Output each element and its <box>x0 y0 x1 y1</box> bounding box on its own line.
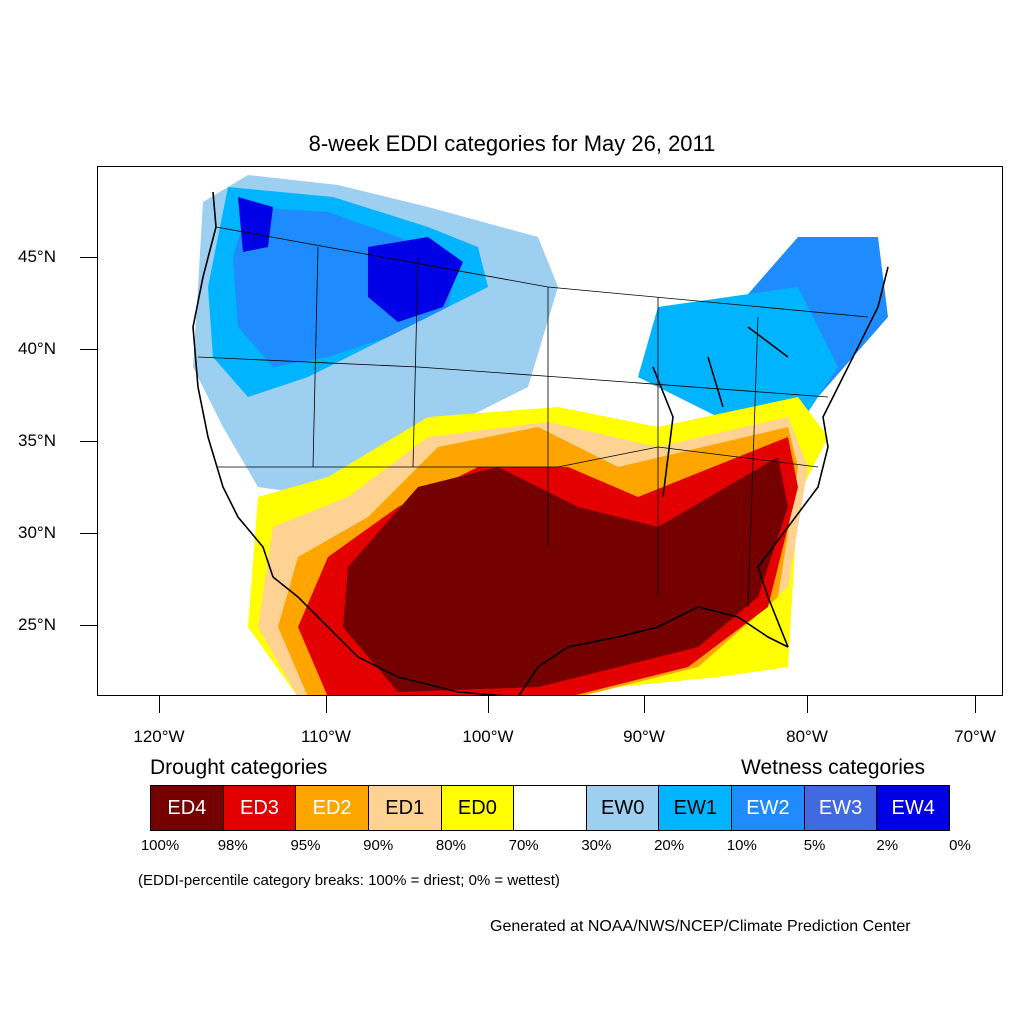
lon-tick <box>326 696 327 713</box>
percentile-break-label: 0% <box>949 837 971 854</box>
lon-label-120: 120°W <box>133 727 185 746</box>
wetness-region-ew4-nw <box>238 197 273 252</box>
legend-swatch-ed4: ED4 <box>151 786 224 830</box>
percentile-break-label: 90% <box>363 837 394 854</box>
legend-swatch-ew4: EW4 <box>877 786 950 830</box>
lon-tick <box>975 696 976 713</box>
percentile-break-label: 20% <box>654 837 685 854</box>
lon-label-90: 90°W <box>623 727 665 746</box>
lat-label-45: 45°N <box>18 247 56 266</box>
category-colorbar: ED4 ED3 ED2 ED1 ED0 EW0 EW1 EW2 EW3 EW4 <box>150 785 950 831</box>
percentile-break-label: 10% <box>726 837 757 854</box>
percentile-break-label: 100% <box>140 837 180 854</box>
lat-tick <box>80 625 97 626</box>
lon-tick <box>159 696 160 713</box>
lat-label-40: 40°N <box>18 339 56 358</box>
eddi-map <box>192 175 889 695</box>
legend-swatch-ew1: EW1 <box>659 786 733 830</box>
legend-swatch-ew3: EW3 <box>804 786 878 830</box>
legend-swatch-ew0: EW0 <box>586 786 660 830</box>
lat-tick <box>80 349 97 350</box>
map-title: 8-week EDDI categories for May 26, 2011 <box>308 131 716 156</box>
percentile-break-label: 30% <box>581 837 612 854</box>
legend-swatch-ed0: ED0 <box>441 786 515 830</box>
lon-label-80: 80°W <box>786 727 828 746</box>
lat-label-30: 30°N <box>18 523 56 542</box>
drought-heading: Drought categories <box>150 756 328 779</box>
legend-swatch-ed2: ED2 <box>296 786 369 830</box>
legend-swatch-ew2: EW2 <box>732 786 805 830</box>
lat-tick <box>80 533 97 534</box>
wetness-region-ew1-ne <box>638 287 838 427</box>
lon-label-100: 100°W <box>462 727 514 746</box>
lat-tick <box>80 257 97 258</box>
percentile-break-label: 95% <box>290 837 321 854</box>
percentile-break-label: 80% <box>435 837 466 854</box>
category-note: (EDDI-percentile category breaks: 100% =… <box>138 872 560 889</box>
coastline <box>192 191 889 695</box>
legend-swatch-ed3: ED3 <box>223 786 297 830</box>
lat-tick <box>80 441 97 442</box>
percentile-break-label: 5% <box>803 837 826 854</box>
percentile-break-label: 70% <box>508 837 539 854</box>
lat-label-35: 35°N <box>18 431 56 450</box>
lat-label-25: 25°N <box>18 615 56 634</box>
legend-swatch-ed1: ED1 <box>368 786 442 830</box>
lon-tick <box>644 696 645 713</box>
wetness-heading: Wetness categories <box>741 756 926 779</box>
wetness-region-ew4 <box>368 237 463 322</box>
map-plot-area <box>97 166 1003 696</box>
lon-tick <box>488 696 489 713</box>
lon-label-110: 110°W <box>301 727 351 746</box>
percentile-break-label: 2% <box>876 837 899 854</box>
percentile-break-label: 98% <box>217 837 248 854</box>
drought-region-ed4 <box>343 457 788 692</box>
lon-label-70: 70°W <box>954 727 996 746</box>
legend-swatch-neutral <box>514 786 587 830</box>
credit-line: Generated at NOAA/NWS/NCEP/Climate Predi… <box>490 918 911 935</box>
state-borders <box>197 226 869 608</box>
lon-tick <box>807 696 808 713</box>
